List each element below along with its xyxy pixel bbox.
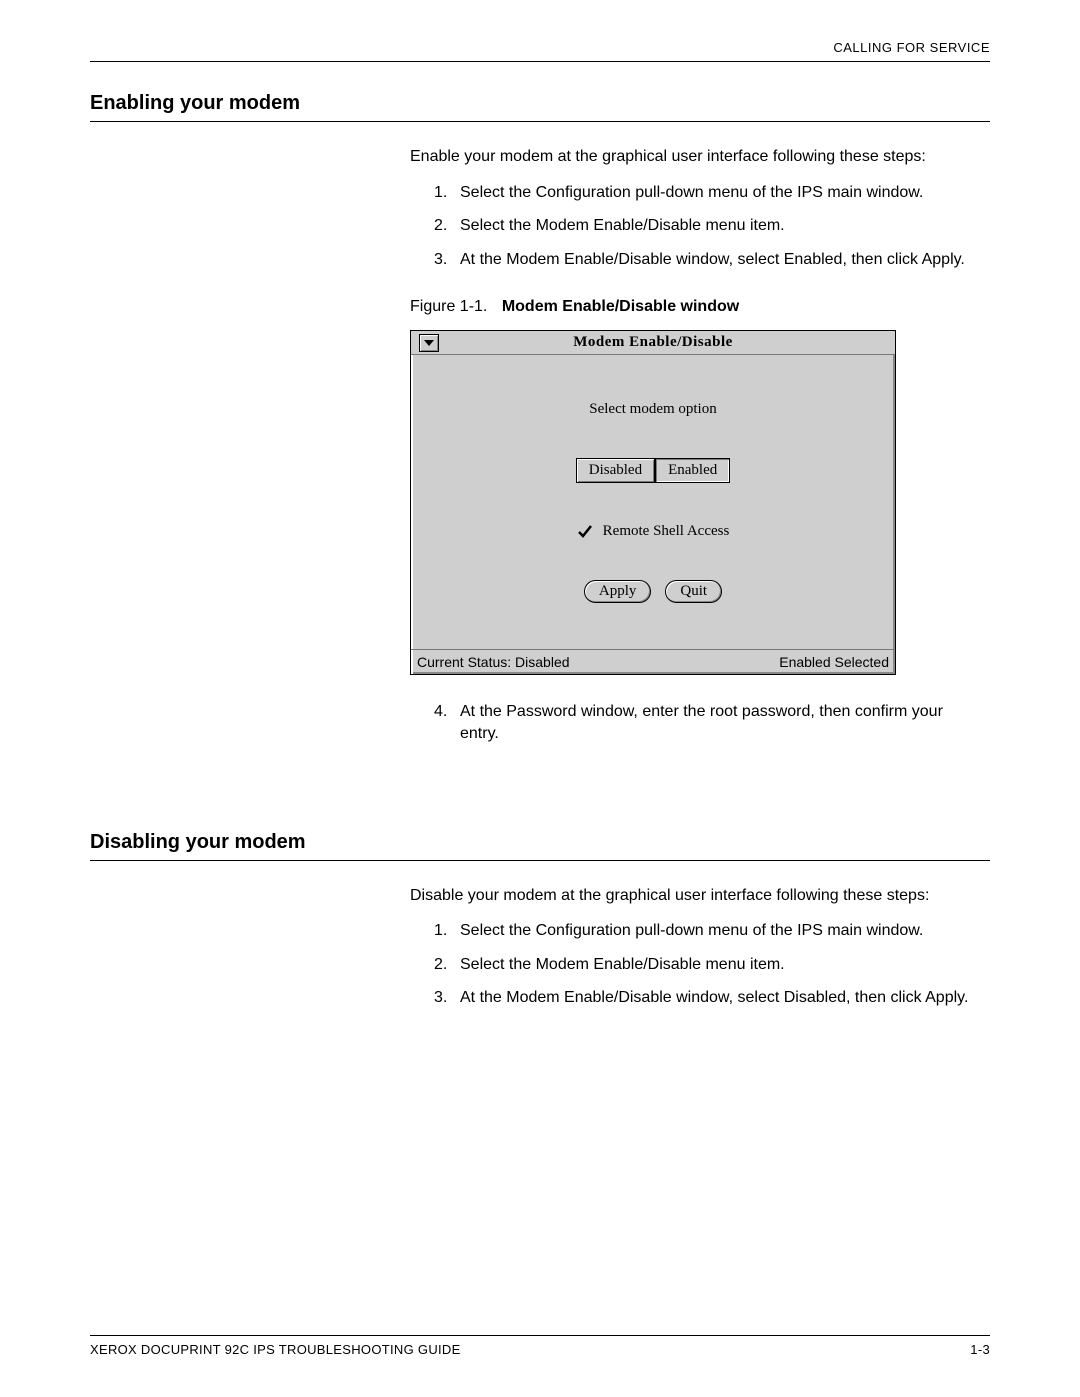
footer-right: 1-3 — [970, 1342, 990, 1357]
list-text: At the Modem Enable/Disable window, sele… — [460, 987, 980, 1009]
list-number: 3. — [434, 987, 460, 1009]
section1-intro: Enable your modem at the graphical user … — [410, 146, 980, 168]
chevron-down-icon — [424, 340, 434, 346]
list-text: Select the Modem Enable/Disable menu ite… — [460, 954, 980, 976]
list-number: 4. — [434, 701, 460, 744]
status-left: Current Status: Disabled — [417, 654, 570, 670]
disabled-toggle[interactable]: Disabled — [576, 458, 655, 483]
figure-label: Figure 1-1. — [410, 298, 487, 315]
list-number: 3. — [434, 249, 460, 271]
list-item: 2. Select the Modem Enable/Disable menu … — [434, 215, 980, 237]
page-footer: XEROX DOCUPRINT 92C IPS TROUBLESHOOTING … — [90, 1335, 990, 1357]
window-prompt: Select modem option — [421, 401, 885, 418]
header-section-label: CALLING FOR SERVICE — [90, 40, 990, 55]
status-right: Enabled Selected — [779, 654, 889, 670]
header-rule — [90, 61, 990, 62]
window-menu-button[interactable] — [419, 334, 439, 352]
list-item: 3. At the Modem Enable/Disable window, s… — [434, 249, 980, 271]
list-item: 1. Select the Configuration pull-down me… — [434, 920, 980, 942]
section1-heading: Enabling your modem — [90, 92, 300, 115]
section1-steps: 1. Select the Configuration pull-down me… — [410, 182, 980, 271]
list-text: Select the Configuration pull-down menu … — [460, 182, 980, 204]
section2-heading: Disabling your modem — [90, 831, 306, 854]
toggle-group: Disabled Enabled — [576, 458, 730, 483]
section2-rule — [90, 860, 990, 861]
remote-shell-label: Remote Shell Access — [603, 523, 730, 540]
modem-window: Modem Enable/Disable Select modem option… — [410, 330, 896, 675]
remote-shell-row: Remote Shell Access — [577, 523, 730, 540]
list-item: 1. Select the Configuration pull-down me… — [434, 182, 980, 204]
quit-button[interactable]: Quit — [665, 580, 722, 603]
list-item: 3. At the Modem Enable/Disable window, s… — [434, 987, 980, 1009]
list-text: Select the Modem Enable/Disable menu ite… — [460, 215, 980, 237]
section2-intro: Disable your modem at the graphical user… — [410, 885, 980, 907]
section2-steps: 1. Select the Configuration pull-down me… — [410, 920, 980, 1009]
list-text: At the Password window, enter the root p… — [460, 701, 980, 744]
figure-title: Modem Enable/Disable window — [502, 298, 739, 315]
apply-button[interactable]: Apply — [584, 580, 652, 603]
window-titlebar: Modem Enable/Disable — [411, 331, 895, 355]
figure-caption: Figure 1-1. Modem Enable/Disable window — [410, 298, 980, 316]
list-item: 4. At the Password window, enter the roo… — [434, 701, 980, 744]
section1-steps-cont: 4. At the Password window, enter the roo… — [410, 701, 980, 744]
footer-left: XEROX DOCUPRINT 92C IPS TROUBLESHOOTING … — [90, 1342, 461, 1357]
section1-rule — [90, 121, 990, 122]
list-number: 1. — [434, 182, 460, 204]
list-text: At the Modem Enable/Disable window, sele… — [460, 249, 980, 271]
enabled-toggle[interactable]: Enabled — [655, 458, 730, 483]
action-buttons: Apply Quit — [584, 580, 722, 603]
window-title: Modem Enable/Disable — [439, 334, 895, 351]
list-item: 2. Select the Modem Enable/Disable menu … — [434, 954, 980, 976]
list-number: 2. — [434, 215, 460, 237]
list-text: Select the Configuration pull-down menu … — [460, 920, 980, 942]
window-status-bar: Current Status: Disabled Enabled Selecte… — [411, 649, 895, 674]
list-number: 1. — [434, 920, 460, 942]
checkbox-checked-icon[interactable] — [577, 524, 593, 540]
list-number: 2. — [434, 954, 460, 976]
